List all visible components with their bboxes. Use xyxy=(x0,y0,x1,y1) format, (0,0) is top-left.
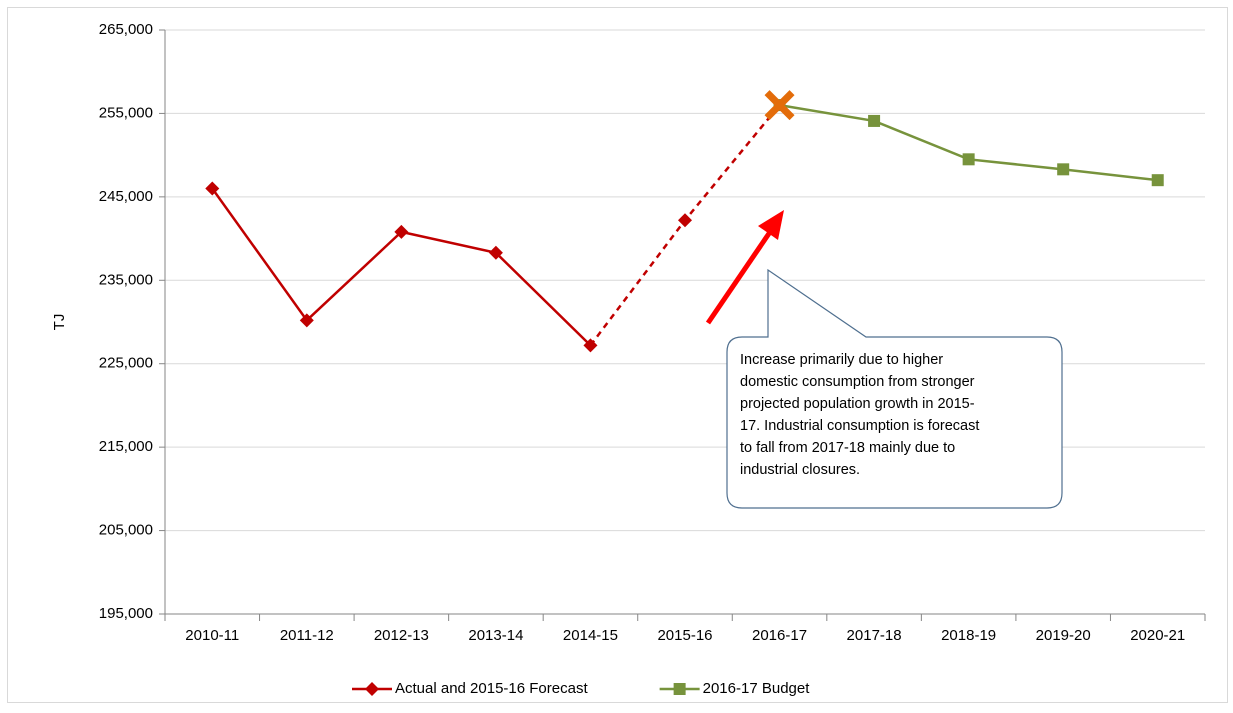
data-point xyxy=(673,683,686,695)
data-point xyxy=(394,224,409,239)
legend-label: Actual and 2015-16 Forecast xyxy=(395,680,588,697)
x-tick-label: 2011-12 xyxy=(280,627,334,644)
x-tick-label: 2015-16 xyxy=(657,627,712,644)
x-tick-label: 2013-14 xyxy=(468,627,523,644)
x-tick-label: 2014-15 xyxy=(563,627,618,644)
data-point xyxy=(1151,174,1164,187)
y-tick-label: 255,000 xyxy=(99,104,153,121)
data-point xyxy=(205,181,220,196)
x-tick-label: 2016-17 xyxy=(752,627,807,644)
data-point xyxy=(299,313,314,328)
x-tick-label: 2010-11 xyxy=(185,627,239,644)
annotation-text: Increase primarily due to higher xyxy=(740,352,943,368)
data-point xyxy=(583,338,598,353)
data-point xyxy=(678,213,692,228)
annotation-text: 17. Industrial consumption is forecast xyxy=(740,418,979,434)
data-point xyxy=(365,682,379,696)
y-tick-label: 245,000 xyxy=(99,188,153,205)
annotation-text: projected population growth in 2015- xyxy=(740,396,975,412)
y-tick-label: 195,000 xyxy=(99,605,153,622)
x-tick-label: 2018-19 xyxy=(941,627,996,644)
x-tick-label: 2019-20 xyxy=(1036,627,1091,644)
data-point xyxy=(1057,163,1070,176)
y-tick-label: 235,000 xyxy=(99,271,153,288)
y-tick-label: 265,000 xyxy=(99,21,153,38)
y-tick-label: 205,000 xyxy=(99,522,153,539)
y-axis-label: TJ xyxy=(51,314,68,331)
y-tick-label: 215,000 xyxy=(99,438,153,455)
x-tick-label: 2012-13 xyxy=(374,627,429,644)
annotation-arrow xyxy=(705,230,773,325)
callout xyxy=(726,268,1063,509)
data-point xyxy=(488,245,503,260)
annotation-text: to fall from 2017-18 mainly due to xyxy=(740,440,955,456)
legend-label: 2016-17 Budget xyxy=(703,680,811,697)
data-point xyxy=(868,114,881,127)
annotation-arrowhead xyxy=(758,210,784,240)
x-tick-label: 2020-21 xyxy=(1130,627,1185,644)
data-point xyxy=(962,153,975,166)
annotation-text: industrial closures. xyxy=(740,462,860,478)
annotation-text: domestic consumption from stronger xyxy=(740,374,975,390)
data-point xyxy=(764,90,795,121)
y-tick-label: 225,000 xyxy=(99,355,153,372)
x-tick-label: 2017-18 xyxy=(847,627,902,644)
